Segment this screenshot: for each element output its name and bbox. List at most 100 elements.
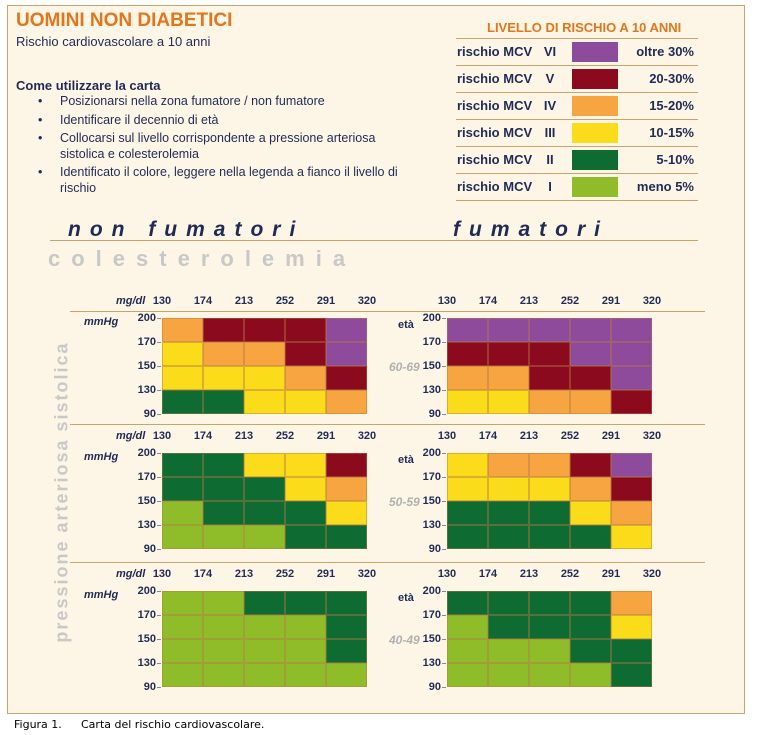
risk-cell [326, 390, 367, 414]
risk-cell [203, 342, 244, 366]
risk-cell [244, 477, 285, 501]
y-tick-label: 170 [137, 471, 156, 483]
instruction-item: Collocarsi sul livello corrispondente a … [38, 131, 408, 162]
cholesterol-label: colesterolemia [48, 246, 357, 271]
x-tick-label: 291 [601, 430, 621, 442]
instruction-item: Identificato il colore, leggere nella le… [38, 165, 408, 196]
risk-cell [326, 639, 367, 663]
risk-cell [285, 390, 326, 414]
block-separator [70, 562, 705, 563]
risk-cell [529, 639, 570, 663]
risk-cell [244, 366, 285, 390]
risk-legend: rischio MCV VI oltre 30% rischio MCV V 20-30%… [456, 38, 698, 201]
x-tick-label: 320 [642, 430, 662, 442]
risk-cell [447, 390, 488, 414]
risk-cell [162, 615, 203, 639]
x-unit-label: mg/dl [116, 430, 146, 442]
risk-cell [285, 591, 326, 615]
legend-row-name: rischio MCV [457, 44, 533, 59]
y-tick-mark [157, 549, 161, 550]
age-group-label: 40-49 [389, 633, 420, 647]
y-tick-label: 130 [422, 657, 441, 669]
risk-cell [285, 525, 326, 549]
risk-cell [326, 477, 367, 501]
instructions-list: Posizionarsi nella zona fumatore / non f… [38, 94, 408, 199]
risk-cell [326, 453, 367, 477]
risk-cell [529, 615, 570, 639]
x-unit-label: mg/dl [116, 295, 146, 307]
risk-cell [203, 663, 244, 687]
x-tick-label: 252 [560, 295, 580, 307]
x-tick-label: 130 [152, 430, 172, 442]
legend-row-level: V [545, 71, 555, 86]
risk-cell [447, 591, 488, 615]
risk-cell [488, 318, 529, 342]
risk-cell [447, 615, 488, 639]
risk-cell [162, 591, 203, 615]
y-tick-label: 200 [422, 312, 441, 324]
risk-cell [611, 390, 652, 414]
risk-cell [447, 318, 488, 342]
y-tick-label: 130 [137, 657, 156, 669]
risk-cell [285, 342, 326, 366]
risk-cell [529, 591, 570, 615]
risk-cell [162, 477, 203, 501]
y-tick-mark [442, 639, 446, 640]
risk-cell [203, 615, 244, 639]
y-tick-mark [442, 366, 446, 367]
risk-cell [488, 615, 529, 639]
y-tick-mark [442, 615, 446, 616]
risk-cell [285, 453, 326, 477]
x-tick-label: 320 [642, 295, 662, 307]
risk-cell [244, 525, 285, 549]
legend-row: rischio MCV III 10-15% [456, 120, 698, 147]
risk-cell [488, 453, 529, 477]
y-tick-label: 90 [428, 681, 441, 693]
y-tick-label: 200 [137, 585, 156, 597]
risk-cell [488, 342, 529, 366]
x-unit-label: mg/dl [116, 568, 146, 580]
legend-color-swatch [572, 177, 618, 197]
risk-cell [162, 453, 203, 477]
y-tick-mark [442, 687, 446, 688]
y-tick-mark [157, 390, 161, 391]
risk-cell [529, 318, 570, 342]
risk-cell [326, 663, 367, 687]
y-tick-label: 130 [137, 519, 156, 531]
risk-cell [529, 525, 570, 549]
y-tick-label: 150 [137, 495, 156, 507]
legend-row-name: rischio MCV [457, 179, 533, 194]
y-tick-mark [442, 342, 446, 343]
y-tick-label: 130 [422, 384, 441, 396]
y-tick-mark [442, 414, 446, 415]
legend-row-level: VI [543, 44, 557, 59]
y-tick-mark [442, 591, 446, 592]
risk-cell [488, 390, 529, 414]
risk-cell [244, 639, 285, 663]
y-tick-label: 170 [422, 471, 441, 483]
y-tick-mark [442, 663, 446, 664]
risk-cell [203, 453, 244, 477]
instruction-item: Identificare il decennio di età [38, 113, 408, 129]
legend-color-swatch [572, 42, 618, 62]
risk-cell [488, 366, 529, 390]
x-tick-label: 130 [152, 295, 172, 307]
risk-cell [570, 615, 611, 639]
risk-cell [529, 501, 570, 525]
risk-cell [326, 318, 367, 342]
risk-cell [570, 318, 611, 342]
y-tick-mark [157, 615, 161, 616]
y-tick-label: 130 [422, 519, 441, 531]
risk-cell [570, 525, 611, 549]
risk-cell [326, 615, 367, 639]
risk-cell [611, 318, 652, 342]
legend-row-range: 20-30% [649, 71, 694, 86]
legend-row-level: II [546, 152, 554, 167]
x-tick-label: 213 [234, 430, 254, 442]
x-tick-label: 320 [642, 568, 662, 580]
risk-cell [570, 501, 611, 525]
risk-cell [203, 366, 244, 390]
legend-row-level: I [548, 179, 552, 194]
x-tick-label: 320 [357, 430, 377, 442]
